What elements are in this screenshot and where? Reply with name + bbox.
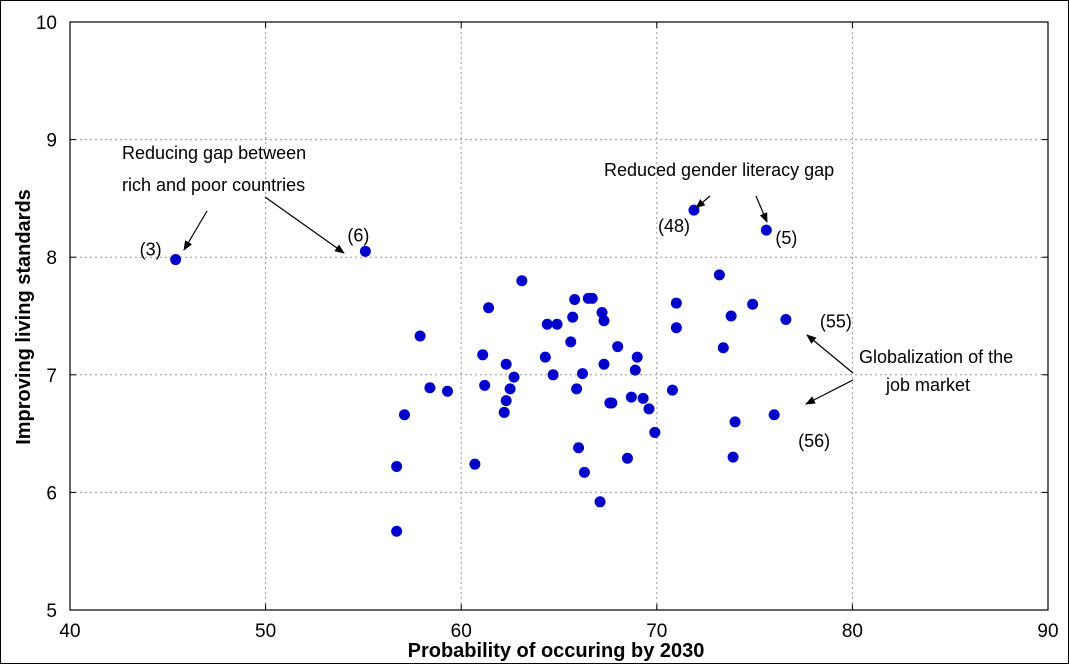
- data-point: [727, 451, 739, 463]
- annotation-text: Globalization of the: [859, 347, 1013, 367]
- y-tick-label: 9: [46, 131, 57, 152]
- annotation-text: job market: [885, 375, 970, 395]
- data-point: [717, 342, 729, 354]
- data-point: [670, 322, 682, 334]
- plot-area: [69, 21, 1049, 611]
- annotation-text: Reducing gap between: [122, 143, 306, 163]
- data-point: [594, 496, 606, 508]
- point-label: (6): [347, 225, 369, 245]
- data-point: [508, 371, 520, 383]
- data-point: [469, 458, 481, 470]
- x-tick-label: 40: [59, 621, 80, 642]
- annotation-gender-literacy: Reduced gender literacy gap: [604, 160, 834, 180]
- data-point: [504, 383, 516, 395]
- point-label: (55): [820, 312, 852, 332]
- data-point: [573, 442, 585, 454]
- data-point: [500, 395, 512, 407]
- point-label: (56): [798, 431, 830, 451]
- annotation-arrow: [264, 196, 345, 254]
- data-point: [479, 379, 491, 391]
- data-point: [725, 310, 737, 322]
- annotation-arrow: [183, 210, 208, 251]
- annotation-globalization: Globalization of the job market: [859, 347, 1013, 395]
- data-point: [625, 391, 637, 403]
- grid: [70, 22, 1048, 610]
- point-label: (5): [775, 228, 797, 248]
- data-point: [637, 392, 649, 404]
- data-point: [569, 294, 581, 306]
- y-tick-label: 6: [46, 483, 57, 504]
- x-tick-label: 90: [1037, 621, 1058, 642]
- data-point: [729, 416, 741, 428]
- axis-ticks: 40 50 60 70 80 90 5 6 7 8 9 10: [36, 13, 1059, 642]
- x-axis-label: Probability of occuring by 2030: [408, 640, 705, 662]
- data-point: [359, 245, 371, 257]
- data-point: [713, 269, 725, 281]
- data-point: [768, 409, 780, 421]
- x-tick-label: 60: [451, 621, 472, 642]
- data-point: [760, 224, 772, 236]
- x-tick-label: 80: [842, 621, 863, 642]
- data-point: [598, 315, 610, 327]
- annotation-rich-poor-gap: Reducing gap between rich and poor count…: [122, 143, 306, 195]
- data-point: [565, 336, 577, 348]
- data-point: [596, 306, 608, 318]
- y-axis-label: Improving living standards: [13, 189, 35, 445]
- y-tick-label: 8: [46, 248, 57, 269]
- data-point: [649, 426, 661, 438]
- svg-text:Reducing gap between: Reducing gap between: [122, 143, 306, 163]
- data-point: [747, 298, 759, 310]
- y-tick-label: 7: [46, 366, 57, 387]
- data-point: [586, 292, 598, 304]
- data-point: [498, 406, 510, 418]
- data-point: [516, 275, 528, 287]
- data-point: [442, 385, 454, 397]
- data-points: [170, 204, 792, 537]
- annotation-arrow: [755, 195, 768, 223]
- data-point: [666, 384, 678, 396]
- annotation-arrow: [806, 334, 854, 374]
- data-point: [547, 369, 559, 381]
- data-point: [670, 297, 682, 309]
- data-point: [551, 318, 563, 330]
- data-point: [629, 364, 641, 376]
- x-tick-label: 70: [646, 621, 667, 642]
- x-tick-label: 50: [255, 621, 276, 642]
- data-point: [391, 525, 403, 537]
- annotation-arrows: [183, 195, 854, 405]
- data-point: [541, 318, 553, 330]
- data-point: [500, 358, 512, 370]
- annotation-text: Reduced gender literacy gap: [604, 160, 834, 180]
- y-tick-label: 10: [36, 13, 57, 34]
- data-point: [477, 349, 489, 361]
- data-point: [606, 397, 618, 409]
- data-point: [621, 452, 633, 464]
- data-point: [578, 466, 590, 478]
- data-point: [643, 403, 655, 415]
- data-point: [567, 311, 579, 323]
- data-point: [391, 461, 403, 473]
- data-point: [414, 330, 426, 342]
- data-point: [780, 314, 792, 326]
- point-label: (48): [658, 216, 690, 236]
- annotation-text: rich and poor countries: [122, 175, 305, 195]
- data-point: [598, 358, 610, 370]
- data-point: [424, 382, 436, 394]
- y-tick-label: 5: [46, 601, 57, 622]
- point-label: (3): [140, 240, 162, 260]
- data-point: [539, 351, 551, 363]
- data-point: [483, 302, 495, 314]
- data-point: [612, 341, 624, 353]
- data-point: [631, 351, 643, 363]
- data-point: [576, 368, 588, 380]
- point-labels: (3) (6) (48) (5) (55) (56): [140, 216, 852, 451]
- svg-text:rich and poor countries: rich and poor countries: [122, 175, 305, 195]
- data-point: [398, 409, 410, 421]
- annotation-arrow: [695, 195, 711, 209]
- annotation-arrow: [805, 379, 854, 405]
- data-point: [571, 383, 583, 395]
- data-point: [170, 254, 182, 266]
